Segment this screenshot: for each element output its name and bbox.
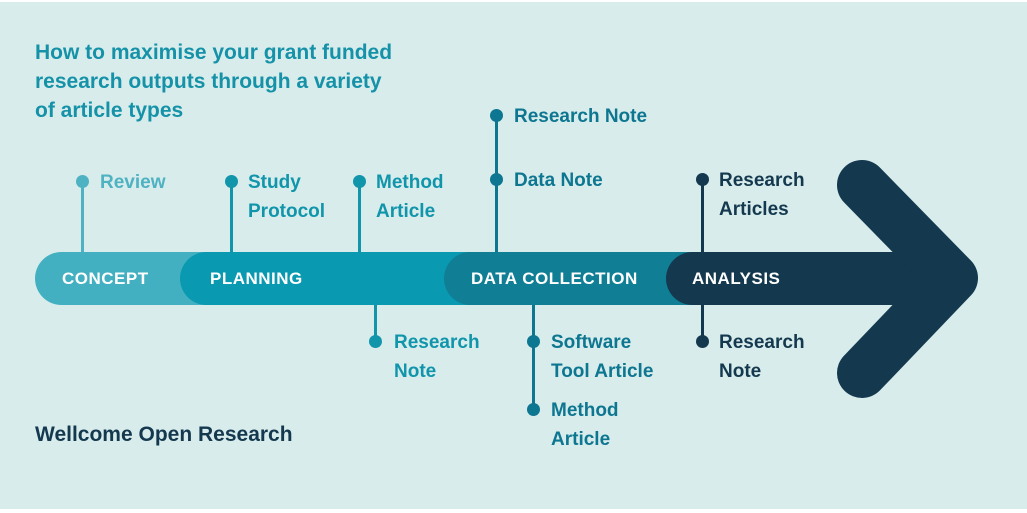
right-arrow-icon xyxy=(837,160,978,398)
connector-line xyxy=(495,116,498,256)
brand-footer: Wellcome Open Research xyxy=(35,423,293,446)
output-label: Method Article xyxy=(376,172,444,222)
timeline-dot xyxy=(490,173,503,186)
timeline-dot xyxy=(369,335,382,348)
timeline-dot xyxy=(527,403,540,416)
timeline-dot xyxy=(696,173,709,186)
timeline-dot xyxy=(225,175,238,188)
stage-label-concept: CONCEPT xyxy=(62,268,149,288)
output-label: Software Tool Article xyxy=(551,332,654,382)
diagram-title: How to maximise your grant funded resear… xyxy=(35,41,393,122)
output-label: Research Note xyxy=(719,332,805,382)
output-label: Method Article xyxy=(551,400,619,450)
output-label: Research Articles xyxy=(719,170,805,220)
connector-line xyxy=(230,182,233,256)
stage-label-data-collection: DATA COLLECTION xyxy=(471,268,638,288)
connector-line xyxy=(374,301,377,342)
output-label: Review xyxy=(100,172,166,193)
connector-line xyxy=(701,301,704,342)
timeline-dot xyxy=(76,175,89,188)
timeline-dot xyxy=(527,335,540,348)
stage-label-planning: PLANNING xyxy=(210,268,303,288)
connector-line xyxy=(701,180,704,256)
output-label: Research Note xyxy=(394,332,480,382)
stage-label-analysis: ANALYSIS xyxy=(692,268,781,288)
timeline-dot xyxy=(353,175,366,188)
stage-pill-analysis: ANALYSIS xyxy=(666,252,932,305)
timeline-dot xyxy=(696,335,709,348)
timeline-dot xyxy=(490,109,503,122)
output-label: Research Note xyxy=(514,106,648,127)
connector-line xyxy=(81,182,84,256)
output-label: Data Note xyxy=(514,170,603,191)
connector-line xyxy=(532,301,535,410)
connector-line xyxy=(358,182,361,256)
output-label: Study Protocol xyxy=(248,172,326,222)
